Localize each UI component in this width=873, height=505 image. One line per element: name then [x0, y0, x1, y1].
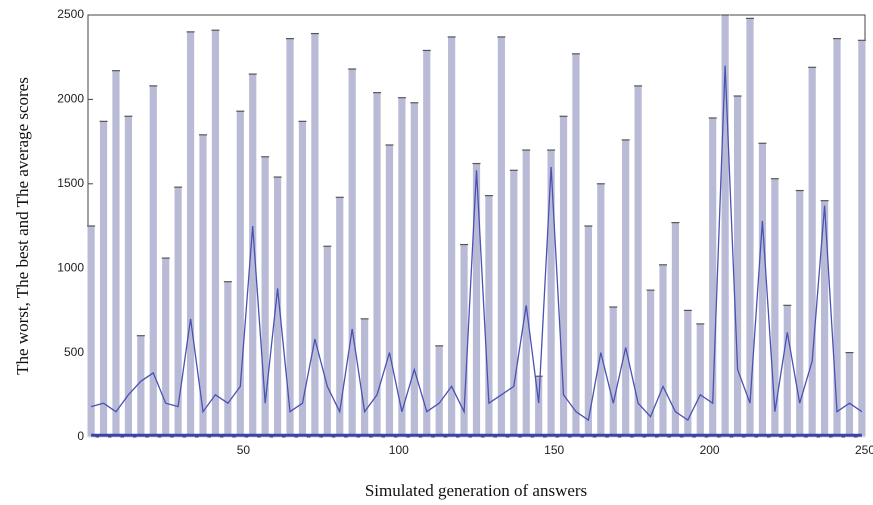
worst-bar	[235, 110, 245, 438]
worst-bar	[807, 66, 817, 438]
worst-bar	[695, 323, 705, 438]
worst-bar	[99, 120, 108, 438]
x-tick-label: 100	[389, 443, 409, 457]
worst-bar	[782, 304, 792, 438]
worst-bar	[409, 102, 419, 438]
worst-bar	[148, 85, 158, 438]
x-tick-label: 150	[544, 443, 564, 457]
worst-bar	[124, 115, 133, 438]
worst-bar	[434, 345, 444, 438]
y-tick-label: 2500	[57, 7, 84, 21]
y-tick-label: 0	[77, 429, 84, 443]
x-tick-label: 200	[700, 443, 720, 457]
worst-bar	[546, 149, 556, 438]
y-tick-label: 2000	[57, 92, 84, 106]
worst-bar	[633, 85, 643, 438]
worst-bar	[733, 95, 742, 438]
y-tick-label: 1500	[57, 176, 84, 190]
worst-bar	[385, 144, 394, 438]
worst-bar	[509, 169, 519, 438]
worst-bar	[447, 36, 457, 438]
worst-bar	[322, 245, 332, 438]
worst-bar	[857, 39, 867, 438]
worst-bar	[422, 50, 432, 438]
worst-bar	[223, 281, 233, 438]
worst-bar	[285, 38, 295, 438]
worst-bar	[758, 142, 767, 438]
worst-bar	[496, 36, 506, 438]
worst-bar	[571, 53, 581, 438]
worst-bar	[310, 33, 320, 438]
y-axis-label: The worst, The best and The average scor…	[13, 77, 32, 375]
worst-bar	[347, 68, 357, 438]
worst-bar	[845, 352, 854, 438]
worst-bar	[161, 257, 171, 438]
worst-bar	[658, 264, 668, 438]
worst-bar	[136, 335, 146, 438]
worst-bar	[360, 318, 370, 438]
worst-bar	[745, 17, 755, 438]
worst-bar	[273, 176, 282, 438]
x-tick-label: 250	[855, 443, 873, 457]
worst-bar	[596, 183, 606, 438]
x-axis-label: Simulated generation of answers	[365, 481, 587, 500]
worst-bar	[770, 178, 780, 438]
worst-bar	[397, 97, 407, 438]
worst-bar	[472, 163, 481, 438]
worst-bar	[521, 149, 531, 438]
worst-bar	[186, 31, 195, 438]
x-tick-label: 50	[237, 443, 251, 457]
worst-bar	[621, 139, 631, 438]
worst-bar	[335, 196, 345, 438]
worst-bar	[832, 38, 842, 438]
worst-bar	[608, 306, 618, 438]
worst-bar	[111, 70, 121, 438]
y-tick-label: 500	[64, 345, 84, 359]
average-line	[90, 65, 863, 422]
worst-bar	[173, 186, 183, 438]
worst-bar	[211, 29, 220, 438]
y-tick-label: 1000	[57, 260, 84, 274]
